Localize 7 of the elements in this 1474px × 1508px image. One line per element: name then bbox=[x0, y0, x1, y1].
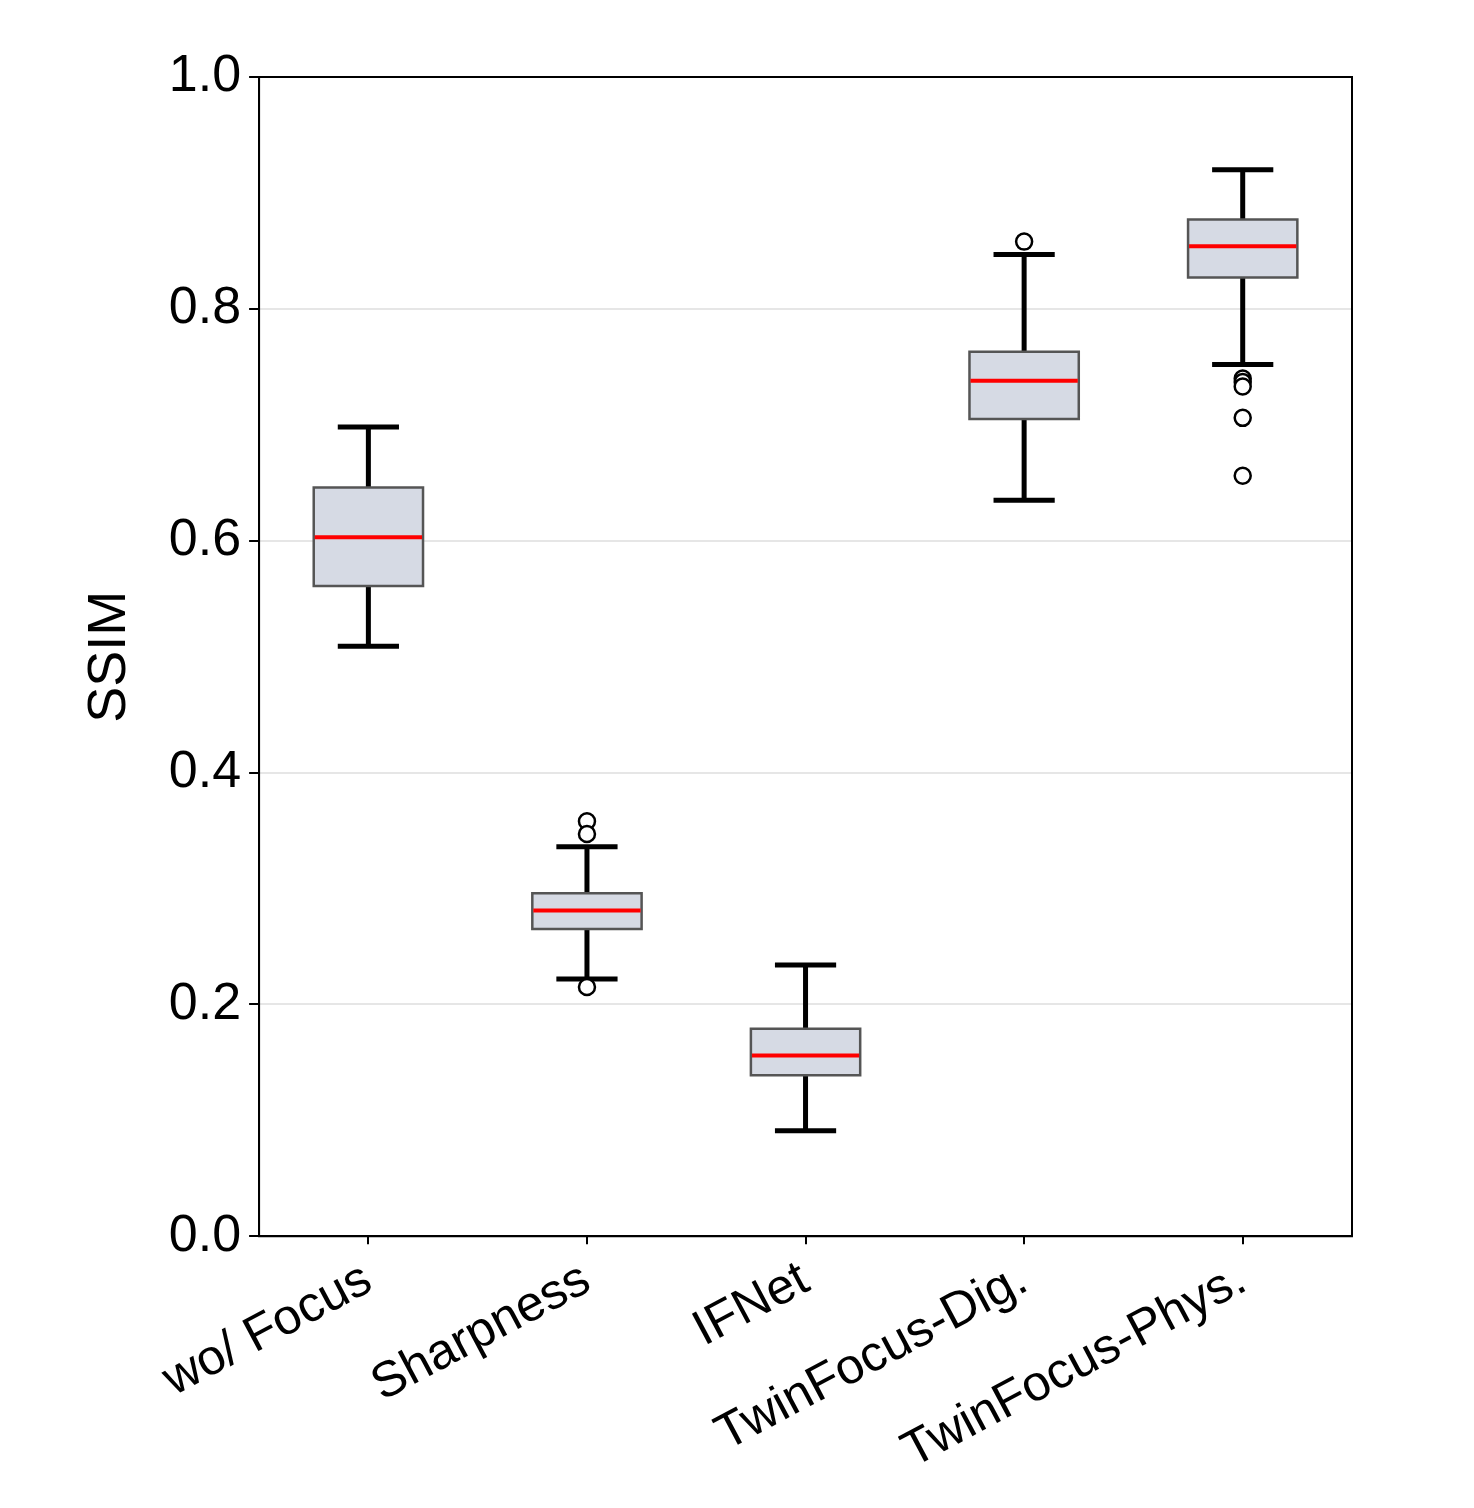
y-tick-label: 0.4 bbox=[168, 739, 242, 798]
y-tick-label: 0.2 bbox=[168, 971, 242, 1030]
y-tick-label: 0.8 bbox=[168, 276, 242, 335]
y-tick-label: 1.0 bbox=[168, 44, 242, 103]
y-tick-label: 0.6 bbox=[168, 508, 242, 567]
y-tick-label: 0.0 bbox=[168, 1203, 242, 1262]
y-axis-title: SSIM bbox=[76, 590, 137, 723]
